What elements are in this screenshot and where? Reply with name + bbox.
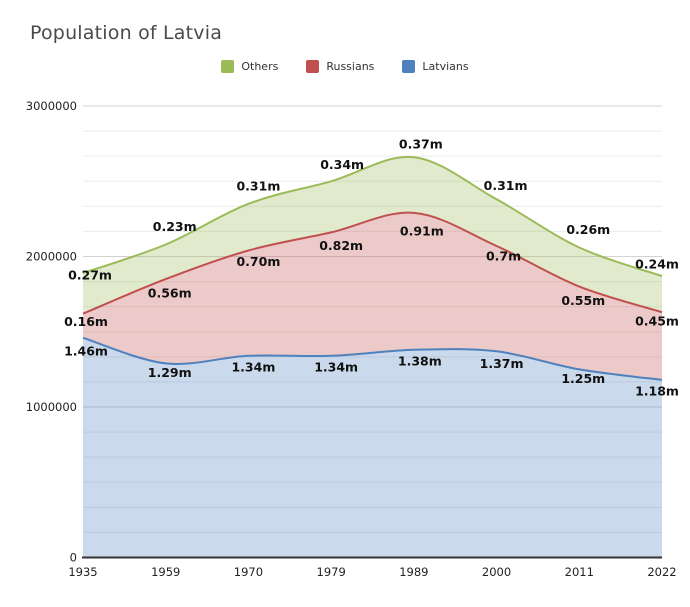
y-tick-label: 1000000 [26, 400, 77, 414]
value-label-others: 0.37m [399, 137, 443, 152]
value-label-others: 0.27m [68, 268, 112, 283]
value-label-latvians: 1.29m [148, 365, 192, 380]
y-tick-label: 3000000 [26, 99, 77, 113]
value-label-russians: 0.56m [148, 286, 192, 301]
x-tick-label: 1935 [68, 565, 97, 579]
value-label-russians: 0.16m [64, 314, 108, 329]
value-label-latvians: 1.37m [480, 356, 524, 371]
x-tick-label: 2011 [565, 565, 594, 579]
y-tick-label: 0 [70, 551, 77, 565]
value-label-others: 0.26m [566, 222, 610, 237]
legend-swatch-russians-icon [306, 60, 320, 73]
value-label-russians: 0.45m [635, 314, 679, 329]
legend: Others Russians Latvians [0, 60, 690, 73]
series-line-latvians [82, 336, 663, 381]
value-label-others: 0.31m [484, 178, 528, 193]
legend-item-label: Russians [326, 60, 375, 73]
x-tick-label: 1979 [317, 565, 346, 579]
legend-item-label: Others [241, 60, 279, 73]
x-tick-label: 1959 [151, 565, 180, 579]
value-label-others: 0.23m [153, 219, 197, 234]
value-label-latvians: 1.34m [314, 359, 358, 374]
x-tick-label: 2000 [482, 565, 511, 579]
legend-swatch-others-icon [221, 60, 235, 73]
value-label-russians: 0.82m [319, 238, 363, 253]
x-tick-label: 1970 [234, 565, 263, 579]
chart-title: Population of Latvia [30, 22, 223, 44]
value-label-russians: 0.91m [400, 223, 444, 238]
legend-item-others[interactable]: Others [221, 60, 278, 73]
value-label-latvians: 1.34m [231, 359, 275, 374]
legend-item-russians[interactable]: Russians [306, 60, 374, 73]
legend-swatch-latvians-icon [402, 60, 416, 73]
value-label-others: 0.24m [635, 257, 679, 272]
series-area-others[interactable] [83, 156, 662, 314]
value-label-latvians: 1.38m [398, 353, 442, 368]
value-label-latvians: 1.46m [64, 343, 108, 358]
value-label-russians: 0.55m [561, 293, 605, 308]
value-label-russians: 0.7m [486, 248, 521, 263]
series-line-russians [82, 211, 663, 315]
series-line-others [82, 155, 663, 278]
value-label-others: 0.34m [320, 157, 364, 172]
x-tick-label: 1989 [399, 565, 428, 579]
series-area-latvians[interactable] [83, 337, 662, 558]
value-label-latvians: 1.25m [561, 371, 605, 386]
legend-item-label: Latvians [422, 60, 469, 73]
value-label-russians: 0.70m [236, 254, 280, 269]
legend-item-latvians[interactable]: Latvians [402, 60, 469, 73]
y-tick-label: 2000000 [26, 250, 77, 264]
x-tick-label: 2022 [647, 565, 676, 579]
value-label-others: 0.31m [236, 178, 280, 193]
value-label-latvians: 1.18m [635, 383, 679, 398]
series-area-russians[interactable] [83, 212, 662, 380]
